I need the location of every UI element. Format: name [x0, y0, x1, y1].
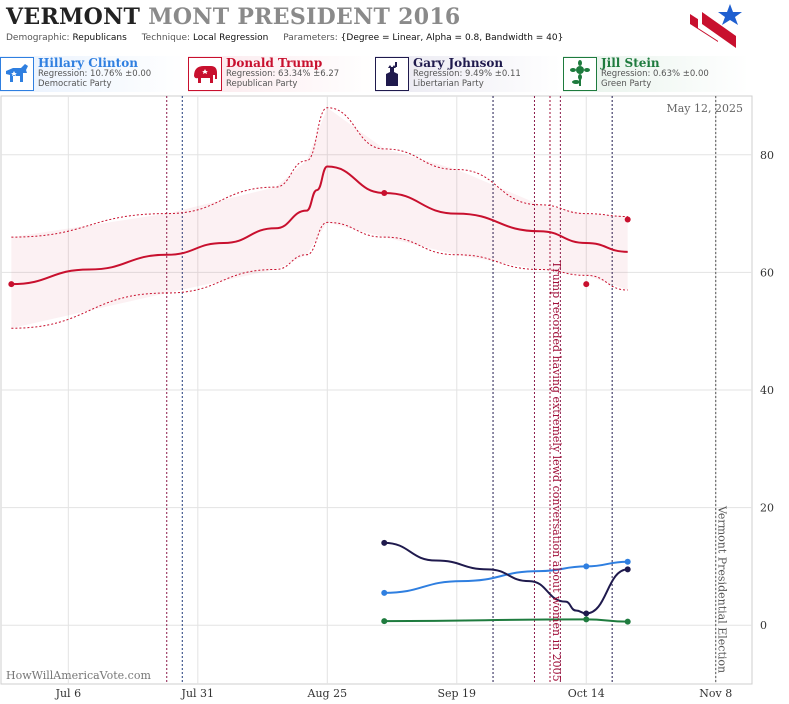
- data-point: [381, 618, 388, 625]
- y-tick-label: 80: [760, 149, 774, 162]
- parameters-label: Parameters:: [283, 33, 338, 43]
- parameters-value: {Degree = Linear, Alpha = 0.8, Bandwidth…: [340, 33, 564, 43]
- x-tick-label: Jul 6: [55, 687, 82, 700]
- annotations: Trump recorded having extremely lewd con…: [550, 261, 729, 682]
- series-line-hillary-clinton: [384, 560, 628, 594]
- page-title: VERMONT MONT PRESIDENT 2016: [6, 4, 461, 30]
- elephant-icon: [188, 57, 222, 91]
- candidate-party: Green Party: [601, 79, 652, 89]
- y-tick-label: 40: [760, 384, 774, 397]
- candidate-party: Libertarian Party: [413, 79, 484, 89]
- demographic-value: Republicans: [72, 33, 127, 43]
- candidate-card-stein[interactable]: Jill Stein Regression: 0.63% ±0.00 Green…: [563, 56, 749, 92]
- candidate-name: Hillary Clinton: [38, 56, 138, 70]
- watermark: HowWillAmericaVote.com: [6, 669, 151, 682]
- data-point: [583, 610, 590, 617]
- y-tick-label: 60: [760, 266, 774, 279]
- data-point: [381, 539, 388, 546]
- confidence-bands: [11, 107, 628, 329]
- annotation-label: Trump recorded having extremely lewd con…: [550, 261, 563, 682]
- title-rest: MONT PRESIDENT 2016: [148, 4, 461, 30]
- candidate-name: Jill Stein: [601, 56, 660, 70]
- x-tick-label: Sep 19: [437, 687, 476, 700]
- demographic-label: Demographic:: [6, 33, 70, 43]
- x-tick-label: Aug 25: [307, 687, 348, 700]
- parameters-line: Demographic: Republicans Technique: Loca…: [6, 33, 575, 43]
- x-tick-label: Oct 14: [568, 687, 605, 700]
- annotation-label: Vermont Presidential Election: [716, 505, 729, 673]
- x-tick-label: Nov 8: [699, 687, 732, 700]
- site-logo-icon: [690, 4, 742, 48]
- data-point: [583, 616, 590, 623]
- x-tick-label: Jul 31: [181, 687, 215, 700]
- candidate-card-clinton[interactable]: Hillary Clinton Regression: 10.76% ±0.00…: [0, 56, 186, 92]
- confidence-band: [11, 107, 628, 329]
- candidate-party: Republican Party: [226, 79, 298, 89]
- series-line-gary-johnson: [384, 541, 628, 615]
- y-tick-label: 20: [760, 502, 774, 515]
- technique-label: Technique:: [141, 33, 191, 43]
- liberty-torch-icon: [375, 57, 409, 91]
- candidate-regression: Regression: 0.63% ±0.00: [601, 69, 709, 79]
- data-point: [8, 281, 15, 288]
- data-point: [381, 190, 388, 197]
- band-lower-line: [11, 221, 628, 329]
- candidate-name: Donald Trump: [226, 56, 323, 70]
- event-lines: [166, 96, 717, 684]
- data-point: [624, 558, 631, 565]
- candidate-regression: Regression: 9.49% ±0.11: [413, 69, 521, 79]
- donkey-icon: [0, 57, 34, 91]
- data-point: [381, 589, 388, 596]
- date-label: May 12, 2025: [666, 102, 743, 115]
- candidate-card-trump[interactable]: Donald Trump Regression: 63.34% ±6.27 Re…: [188, 56, 374, 92]
- y-tick-label: 0: [760, 619, 767, 632]
- technique-value: Local Regression: [192, 33, 269, 43]
- data-point: [624, 618, 631, 625]
- data-points: [8, 190, 631, 625]
- data-point: [624, 566, 631, 573]
- candidate-name: Gary Johnson: [413, 56, 504, 70]
- data-point: [583, 281, 590, 288]
- series-line-jill-stein: [384, 618, 628, 623]
- title-state: VERMONT: [6, 4, 141, 30]
- candidate-card-johnson[interactable]: Gary Johnson Regression: 9.49% ±0.11 Lib…: [375, 56, 561, 92]
- series-line-donald-trump: [11, 165, 628, 286]
- candidate-party: Democratic Party: [38, 79, 112, 89]
- data-point: [624, 216, 631, 223]
- sunflower-icon: [563, 57, 597, 91]
- data-point: [583, 563, 590, 570]
- candidate-regression: Regression: 10.76% ±0.00: [38, 69, 152, 79]
- axes: 0 20 40 60 80 Jul 6 Jul 31 Aug 25 Sep 19 Oct 14 No…: [55, 149, 774, 700]
- candidate-regression: Regression: 63.34% ±6.27: [226, 69, 340, 79]
- candidate-legend: Hillary Clinton Regression: 10.76% ±0.00…: [0, 56, 789, 92]
